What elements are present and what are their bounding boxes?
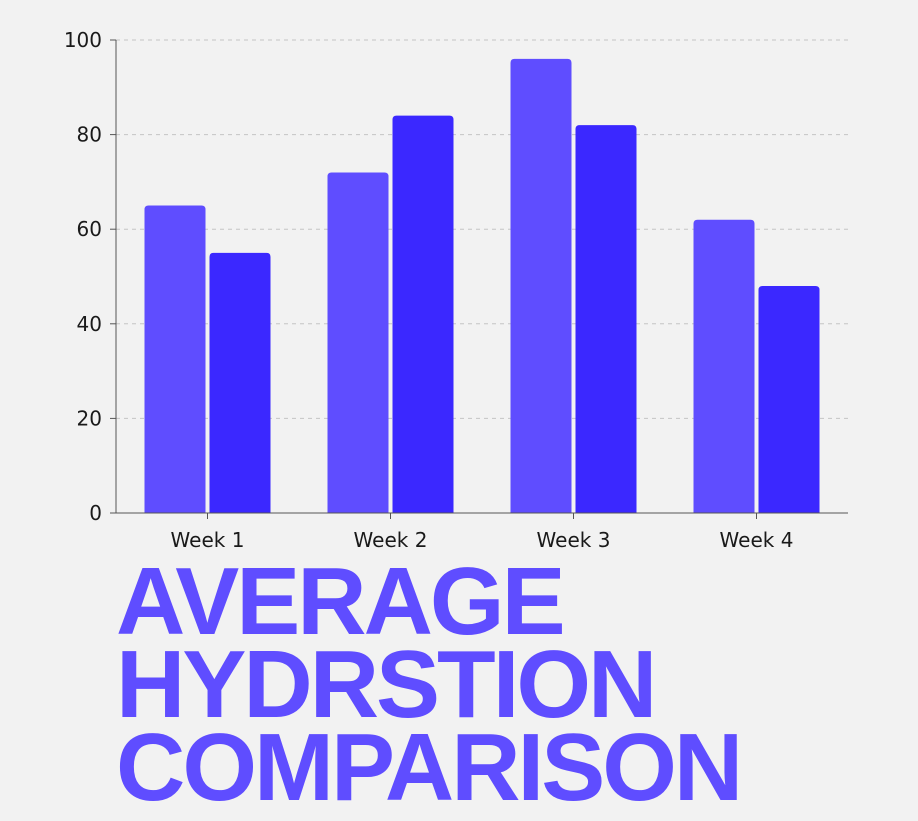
axes: [115, 40, 848, 514]
y-tick-label: 40: [77, 312, 102, 336]
chart-title-line-3: COMPARISON: [116, 714, 743, 821]
y-tick-label: 80: [77, 123, 102, 147]
y-tick-label: 20: [77, 406, 102, 430]
y-tick-label: 0: [89, 501, 102, 525]
x-tick-labels: Week 1 Week 2 Week 3 Week 4: [171, 513, 794, 552]
x-tick-label: Week 1: [171, 528, 245, 552]
bar-week-2-series-2: [392, 115, 454, 514]
y-tick-label: 60: [77, 217, 102, 241]
y-tick-labels: 0 20 40 60 80 100: [64, 28, 116, 525]
x-tick-label: Week 2: [354, 528, 428, 552]
y-tick-label: 100: [64, 28, 102, 52]
bar-week-1-series-2: [209, 252, 271, 513]
bar-chart: 0 20 40 60 80 100 Week 1 Week 2 Week 3 Week 4: [64, 28, 848, 552]
chart-title-line-1: AVERAGE: [116, 548, 566, 655]
bar-week-4-series-1: [693, 219, 755, 514]
chart-title: AVERAGE HYDRSTION COMPARISON: [116, 548, 743, 821]
bar-week-3-series-2: [575, 125, 637, 513]
x-tick-label: Week 3: [537, 528, 611, 552]
bar-week-3-series-1: [510, 58, 572, 514]
bar-week-2-series-1: [327, 172, 389, 513]
bar-week-4-series-2: [758, 285, 820, 513]
bar-week-1-series-1: [144, 205, 206, 514]
x-tick-label: Week 4: [720, 528, 794, 552]
chart-title-line-2: HYDRSTION: [116, 631, 657, 738]
bars: [144, 58, 820, 514]
